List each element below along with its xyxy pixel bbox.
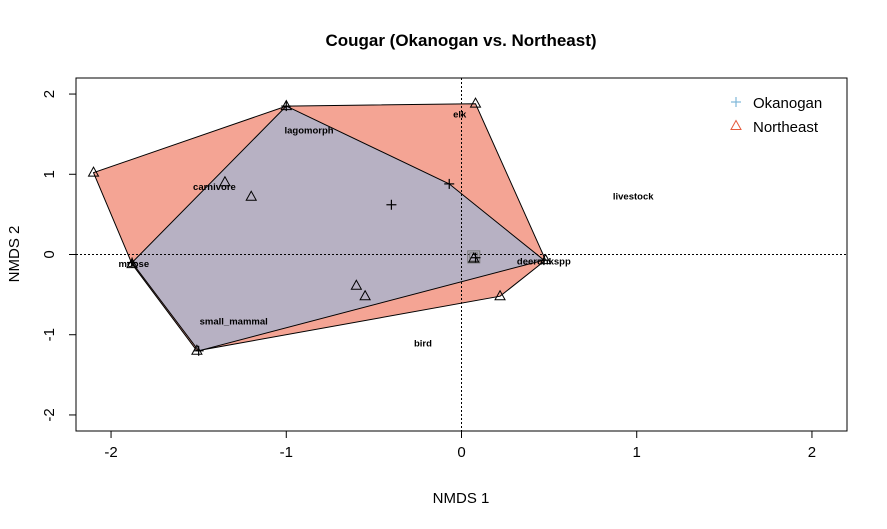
legend: Okanogan Northeast (730, 95, 822, 136)
x-tick-label: 2 (808, 444, 816, 461)
okanogan-point (281, 101, 292, 112)
northeast-point (87, 166, 100, 177)
okanogan-point (538, 255, 549, 266)
x-tick-label: 0 (457, 444, 465, 461)
northeast-point (469, 97, 482, 108)
northeast-point (126, 257, 138, 269)
x-axis-label: NMDS 1 (433, 490, 490, 507)
northeast-point (350, 279, 363, 290)
species-label: lagomorph (285, 126, 334, 137)
legend-northeast-label: Northeast (753, 119, 819, 136)
y-tick-label: -2 (41, 408, 58, 421)
okanogan-point (386, 199, 397, 210)
species-label: deerunkspp (517, 256, 571, 267)
species-label: small_mammal (200, 317, 268, 328)
okanogan-hull (131, 105, 545, 352)
y-tick-label: 2 (41, 90, 58, 98)
axes: -2 -1 0 1 2 -2 -1 0 1 2 (41, 90, 816, 461)
northeast-point (359, 289, 371, 301)
legend-okanogan-marker (731, 97, 741, 107)
okanogan-point (470, 252, 481, 263)
y-tick-label: 0 (41, 250, 58, 258)
legend-okanogan-label: Okanogan (753, 95, 822, 112)
species-label: elk (453, 110, 467, 121)
species-label: livestock (613, 191, 654, 202)
x-tick-label: 1 (633, 444, 641, 461)
northeast-point (191, 344, 203, 355)
okanogan-point (193, 345, 204, 356)
x-tick-label: -2 (104, 444, 117, 461)
y-tick-label: 1 (41, 170, 58, 178)
x-tick-label: -1 (280, 444, 293, 461)
species-label: bird (414, 338, 432, 349)
northeast-point (219, 175, 231, 187)
species-label: carnivore (193, 182, 236, 193)
y-axis-label: NMDS 2 (6, 226, 23, 283)
species-label: moose (119, 259, 150, 270)
northeast-point (494, 289, 506, 301)
chart-title: Cougar (Okanogan vs. Northeast) (325, 31, 596, 50)
northeast-point (245, 190, 258, 201)
okanogan-point (444, 178, 455, 189)
northeast-point (539, 253, 552, 265)
okanogan-point (127, 257, 138, 268)
legend-northeast-marker (730, 119, 742, 130)
plot-area: elk lagomorph carnivore livestock deerunkspp… (76, 78, 847, 431)
centroid-box (467, 250, 481, 264)
y-tick-label: -1 (41, 328, 58, 341)
